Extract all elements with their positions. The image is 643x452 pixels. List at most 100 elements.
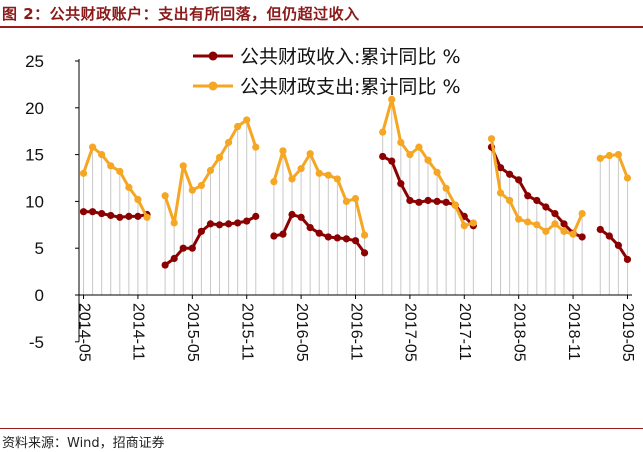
revenue-point [170, 254, 178, 263]
revenue-point [388, 157, 396, 165]
expenditure-point [605, 151, 613, 160]
expenditure-point [98, 151, 106, 159]
revenue-point [279, 230, 287, 238]
expenditure-point [551, 220, 559, 228]
y-tick-label: 0 [35, 286, 44, 305]
x-tick-label: 2016-11 [347, 303, 364, 361]
x-tick-label: 2015-11 [238, 303, 255, 361]
expenditure-point [460, 222, 468, 230]
expenditure-point [206, 166, 215, 175]
revenue-point [234, 219, 242, 227]
x-tick-label: 2014-05 [75, 303, 92, 362]
revenue-point [315, 229, 323, 237]
revenue-point [342, 235, 351, 243]
revenue-point [206, 220, 215, 228]
expenditure-point [569, 230, 577, 238]
expenditure-point [379, 128, 387, 136]
revenue-point [424, 196, 432, 205]
chart: -5 0 5 10 15 20 25 2014-05 2014-11 2015-05 2015-1… [25, 46, 636, 362]
y-axis: -5 0 5 10 15 20 25 [25, 52, 80, 352]
expenditure-point [107, 162, 115, 170]
revenue-point [197, 227, 205, 235]
revenue-point [524, 192, 532, 200]
revenue-point [88, 208, 97, 216]
revenue-point [107, 211, 115, 220]
expenditure-point [270, 178, 278, 186]
revenue-point [415, 198, 423, 206]
expenditure-point [388, 95, 396, 103]
x-tick-label: 2014-11 [130, 303, 147, 361]
expenditure-point [306, 150, 314, 158]
expenditure-point [125, 183, 133, 191]
revenue-point [116, 213, 124, 221]
expenditure-point [578, 209, 586, 218]
y-tick-label: 5 [35, 239, 44, 258]
legend-swatch-marker [208, 81, 218, 91]
expenditure-point [542, 227, 550, 235]
revenue-point [297, 213, 305, 221]
expenditure-point [433, 168, 441, 176]
revenue-point [79, 208, 88, 216]
revenue-point [224, 220, 233, 228]
revenue-point [623, 255, 632, 264]
revenue-point [134, 212, 142, 220]
expenditure-point [406, 151, 414, 159]
expenditure-point [88, 143, 97, 151]
expenditure-point [315, 169, 323, 177]
revenue-point [324, 233, 332, 241]
x-tick-label: 2017-05 [402, 303, 419, 362]
revenue-point [161, 261, 169, 269]
expenditure-point [215, 153, 224, 162]
expenditure-point [623, 174, 632, 182]
revenue-point [605, 232, 613, 240]
expenditure-point [360, 231, 369, 239]
revenue-point [578, 233, 586, 241]
expenditure-point [560, 227, 568, 235]
expenditure-point [179, 162, 187, 170]
revenue-point [179, 244, 187, 252]
revenue-point [533, 196, 541, 205]
page-title: 图 2：公共财政账户：支出有所回落，但仍超过收入 [2, 5, 360, 23]
series-lines [79, 95, 632, 269]
revenue-point [306, 224, 314, 232]
expenditure-point [252, 143, 260, 151]
y-tick-label: 25 [25, 52, 44, 71]
expenditure-point [324, 171, 332, 179]
expenditure-point [279, 147, 287, 155]
revenue-point [252, 212, 260, 220]
revenue-point [125, 212, 133, 220]
revenue-point [215, 221, 224, 229]
expenditure-point [397, 138, 405, 147]
expenditure-point [351, 194, 360, 203]
expenditure-point [161, 192, 169, 200]
y-tick-label: 20 [25, 99, 44, 118]
expenditure-line [598, 153, 629, 180]
expenditure-point [342, 197, 351, 205]
expenditure-point [143, 213, 151, 221]
revenue-point [596, 225, 604, 234]
expenditure-point [297, 165, 305, 173]
x-tick-label: 2016-05 [293, 303, 310, 362]
revenue-point [515, 176, 523, 184]
revenue-point [506, 170, 514, 178]
expenditure-point [243, 116, 251, 124]
expenditure-point [515, 215, 523, 223]
expenditure-point [451, 201, 459, 209]
expenditure-point [415, 143, 423, 151]
expenditure-point [524, 218, 532, 226]
revenue-point [442, 198, 450, 206]
expenditure-point [487, 135, 496, 143]
expenditure-point [116, 167, 124, 176]
revenue-point [360, 249, 369, 257]
revenue-point [333, 234, 341, 242]
x-tick-label: 2015-05 [184, 303, 201, 362]
expenditure-point [224, 138, 233, 147]
title-divider [0, 26, 643, 28]
revenue-point [397, 180, 405, 188]
expenditure-point [79, 169, 88, 177]
revenue-line [598, 228, 629, 261]
legend-label-expenditure: 公共财政支出:累计同比 % [240, 76, 461, 98]
revenue-point [542, 203, 550, 211]
revenue-point [496, 164, 505, 172]
x-tick-label: 2018-11 [565, 303, 582, 361]
